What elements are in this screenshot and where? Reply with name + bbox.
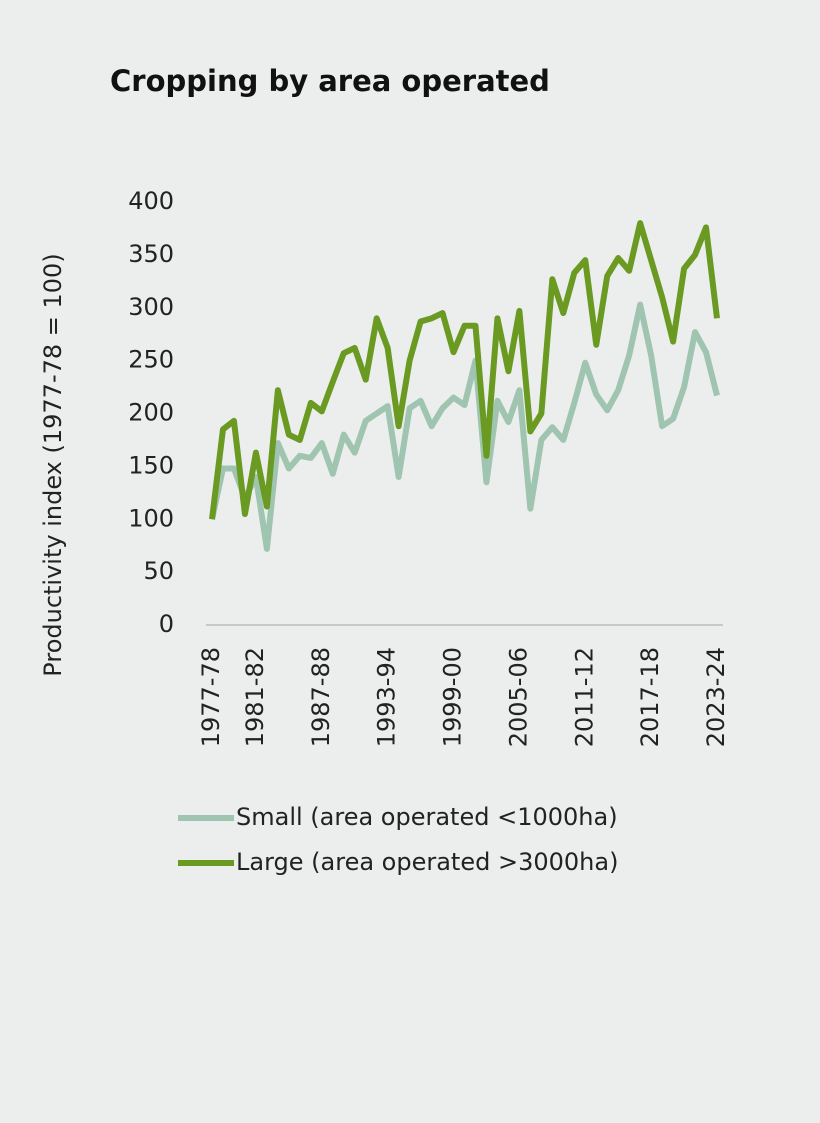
x-tick-label: 1999-00	[439, 647, 467, 747]
chart-title: Cropping by area operated	[110, 64, 550, 98]
legend-label: Small (area operated <1000ha)	[236, 803, 618, 831]
x-tick-label: 1987-88	[307, 647, 335, 747]
x-tick-label: 2011-12	[570, 647, 598, 747]
y-tick-label: 350	[128, 240, 174, 268]
x-tick-label: 2017-18	[636, 647, 664, 747]
y-axis-label: Productivity index (1977-78 = 100)	[39, 253, 67, 676]
y-tick-label: 200	[128, 399, 174, 427]
y-tick-label: 150	[128, 451, 174, 479]
y-tick-label: 0	[159, 610, 174, 638]
y-tick-label: 300	[128, 293, 174, 321]
x-tick-label: 2023-24	[702, 647, 730, 747]
y-tick-label: 50	[143, 557, 174, 585]
line-series	[209, 220, 720, 520]
y-tick-label: 400	[128, 187, 174, 215]
line-series	[209, 301, 720, 552]
legend-label: Large (area operated >3000ha)	[236, 848, 618, 876]
y-tick-label: 100	[128, 504, 174, 532]
x-tick-label: 1977-78	[197, 647, 225, 747]
y-tick-label: 250	[128, 346, 174, 374]
x-tick-label: 1993-94	[373, 647, 401, 747]
x-tick-label: 1981-82	[241, 647, 269, 747]
x-tick-label: 2005-06	[504, 647, 532, 747]
